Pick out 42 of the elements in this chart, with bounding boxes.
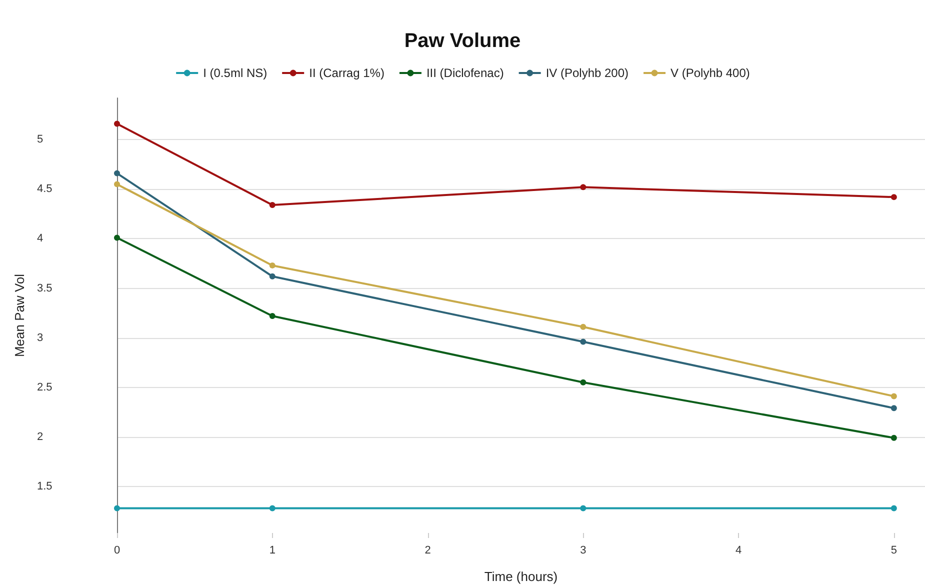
x-tick-label: 5	[890, 544, 897, 556]
x-tick-label: 2	[424, 544, 431, 556]
point	[269, 273, 276, 280]
point	[114, 120, 120, 127]
y-tick-label: 2	[37, 430, 44, 443]
y-tick-label: 1.5	[37, 480, 52, 492]
legend-label: I (0.5ml NS)	[203, 66, 268, 80]
x-tick-label: 3	[580, 544, 586, 556]
legend-label: IV (Polyhb 200)	[546, 66, 629, 80]
y-axis-title: Mean Paw Vol	[12, 274, 28, 358]
legend-label: II (Carrag 1%)	[309, 66, 384, 80]
point	[580, 338, 586, 345]
point	[890, 405, 897, 412]
point	[269, 262, 276, 268]
point	[580, 184, 586, 190]
point	[269, 312, 276, 319]
point	[114, 234, 120, 241]
point	[890, 393, 897, 400]
x-tick-label: 4	[735, 544, 742, 556]
point	[114, 170, 120, 176]
point	[890, 194, 897, 200]
y-tick-label: 3	[37, 332, 44, 344]
point	[269, 505, 276, 512]
x-tick-label: 0	[114, 544, 120, 556]
x-axis-title: Time (hours)	[484, 569, 558, 584]
point	[580, 379, 586, 386]
y-tick-label: 2.5	[37, 381, 52, 394]
point	[114, 505, 120, 512]
y-tick-label: 4	[37, 232, 44, 245]
y-tick-label: 3.5	[37, 282, 52, 294]
point	[269, 202, 276, 208]
point	[114, 181, 120, 188]
legend-label: III (Diclofenac)	[426, 66, 504, 80]
point	[890, 505, 897, 512]
x-tick-label: 1	[269, 544, 276, 556]
point	[890, 434, 897, 441]
legend-label: V (Polyhb 400)	[670, 66, 750, 80]
chart-title: Paw Volume	[404, 30, 521, 52]
y-tick-label: 4.5	[37, 183, 52, 196]
y-tick-label: 5	[37, 134, 44, 146]
point	[580, 505, 586, 512]
point	[580, 324, 586, 330]
